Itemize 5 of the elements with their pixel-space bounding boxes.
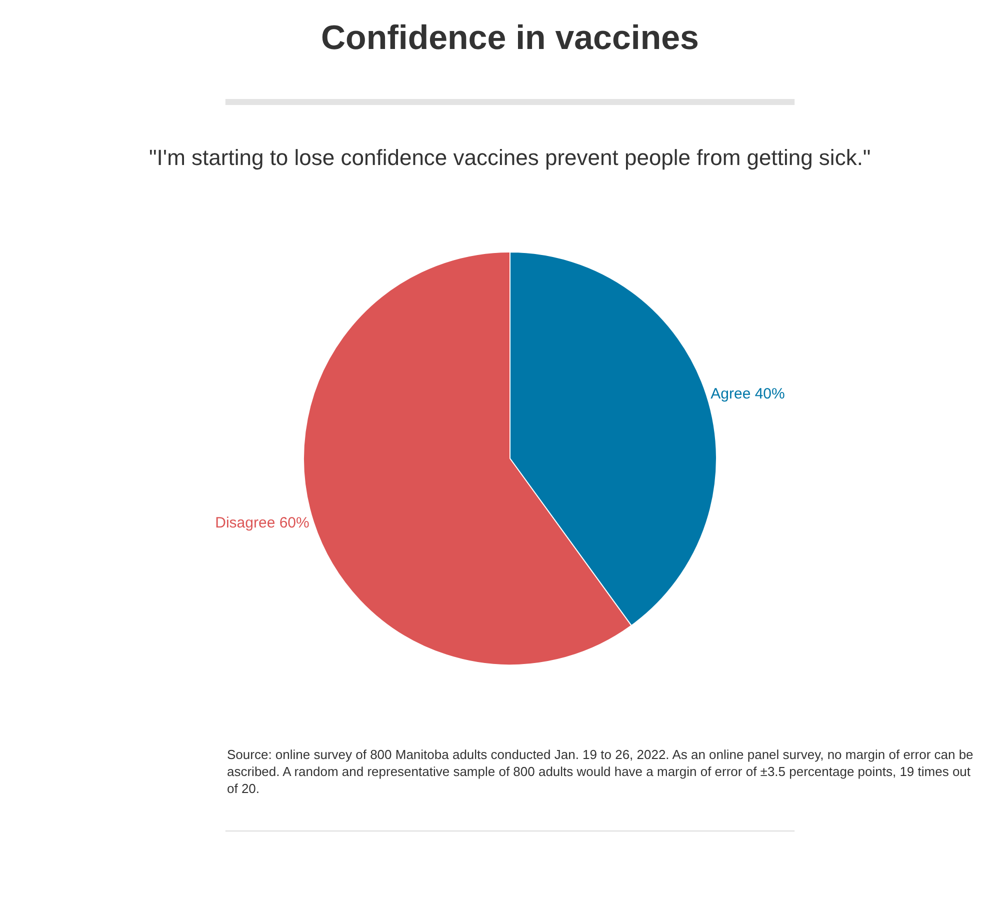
slice-label: Agree 40% — [710, 385, 785, 402]
chart-title: Confidence in vaccines — [321, 19, 699, 57]
chart-subtitle: "I'm starting to lose confidence vaccines prevent people from getting sick." — [149, 145, 871, 170]
slice-label: Disagree 60% — [215, 514, 310, 532]
source-note: Source: online survey of 800 Manitoba adults conducted Jan. 19 to 26, 2022. As an online panel survey, no margin of error can be ascribed. A random and representative sample of 800 adults would have a margin of error of ±3.5 percentage points, 19 times out of 20. — [227, 747, 974, 796]
